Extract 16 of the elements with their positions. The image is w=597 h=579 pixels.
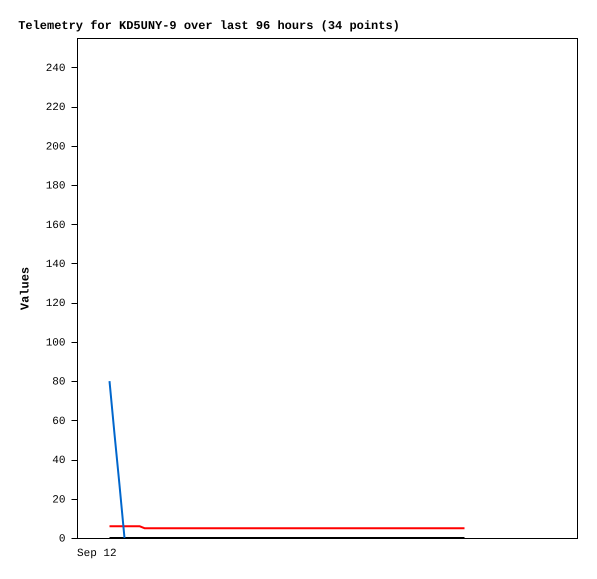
y-tick-label: 180 [46,180,66,193]
y-tick-label: 80 [52,376,66,389]
y-tick-label: 100 [46,337,66,350]
y-axis-title: Values [18,266,33,310]
y-tick-label: 20 [52,494,66,506]
y-tick-label: 40 [52,455,66,468]
y-tick-label: 240 [46,62,66,75]
chart-title: Telemetry for KD5UNY-9 over last 96 hours (34 points) [18,19,400,33]
text: Sep 12 [77,548,117,560]
y-tick-label: 160 [46,220,66,232]
y-tick-label: 60 [52,416,66,428]
y-tick-label: 140 [46,258,66,271]
y-tick-label: 120 [46,298,66,310]
y-tick-label: 220 [46,102,66,114]
y-tick-label: 0 [58,534,66,546]
y-tick-label: 200 [46,141,66,154]
